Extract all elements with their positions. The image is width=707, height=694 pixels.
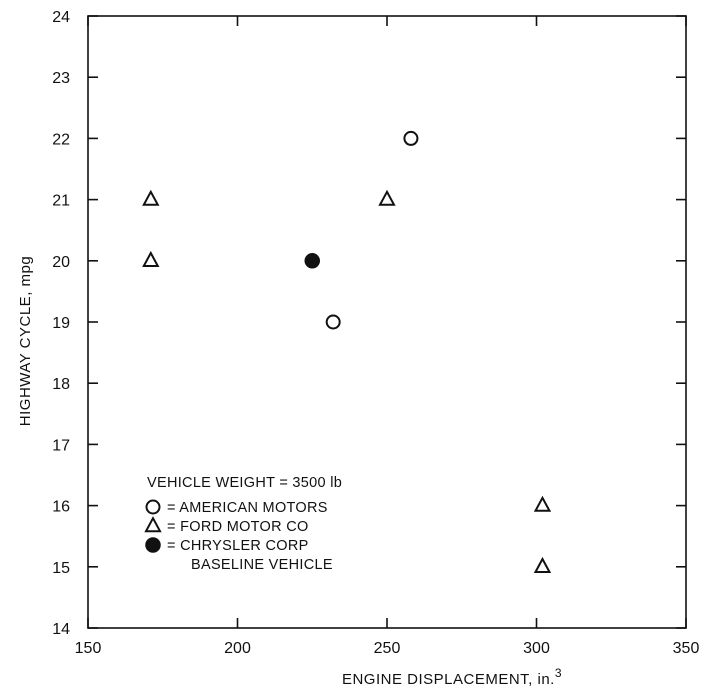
- plot-border: [87, 15, 687, 629]
- american-motors-point: [325, 314, 341, 330]
- axis-ticks: [87, 15, 687, 629]
- y-axis-title: HIGHWAY CYCLE, mpg: [17, 256, 34, 426]
- x-tick-label: 200: [224, 640, 251, 657]
- legend-circle-open-icon: [145, 499, 161, 515]
- x-tick-label: 300: [523, 640, 550, 657]
- x-tick-label: 150: [75, 640, 102, 657]
- plot-frame: [87, 15, 687, 629]
- axis-tick-labels: 150 200 250 300 350 14 15 16 17 18 19 20 21 22 23 24: [52, 9, 699, 657]
- x-tick-label: 350: [673, 640, 700, 657]
- american-motors-point: [403, 130, 419, 146]
- x-axis-title-superscript: 3: [555, 666, 562, 680]
- ford-motor-co-point: [142, 189, 160, 206]
- ford-motor-co-point: [533, 556, 552, 573]
- legend-triangle-open-icon: [144, 516, 162, 533]
- ford-motor-co-point: [533, 495, 552, 512]
- chrysler-corp-point: [304, 253, 320, 269]
- x-tick-label: 250: [374, 640, 401, 657]
- legend: = AMERICAN MOTORS = FORD MOTOR CO = CHRYSL…: [144, 499, 333, 573]
- x-axis-title-text: ENGINE DISPLACEMENT, in.: [342, 671, 555, 688]
- y-tick-label: 17: [52, 437, 70, 454]
- legend-sublabel: BASELINE VEHICLE: [191, 557, 333, 573]
- y-tick-label: 18: [52, 376, 70, 393]
- x-axis-title: ENGINE DISPLACEMENT, in.3: [342, 666, 562, 688]
- y-tick-label: 14: [52, 621, 70, 638]
- y-tick-label: 24: [52, 9, 70, 26]
- y-tick-label: 21: [52, 193, 70, 210]
- y-tick-label: 15: [52, 560, 70, 577]
- legend-label: = CHRYSLER CORP: [167, 538, 309, 554]
- y-tick-label: 20: [52, 254, 70, 271]
- data-points: [142, 130, 552, 573]
- legend-circle-filled-icon: [145, 537, 161, 553]
- legend-label: = FORD MOTOR CO: [167, 519, 309, 535]
- vehicle-weight-annotation: VEHICLE WEIGHT = 3500 lb: [147, 475, 342, 491]
- legend-label: = AMERICAN MOTORS: [167, 500, 328, 516]
- y-tick-label: 16: [52, 499, 70, 516]
- y-tick-label: 22: [52, 131, 70, 148]
- ford-motor-co-point: [142, 250, 160, 267]
- y-tick-label: 19: [52, 315, 70, 332]
- y-tick-label: 23: [52, 70, 70, 87]
- ford-motor-co-point: [378, 189, 396, 206]
